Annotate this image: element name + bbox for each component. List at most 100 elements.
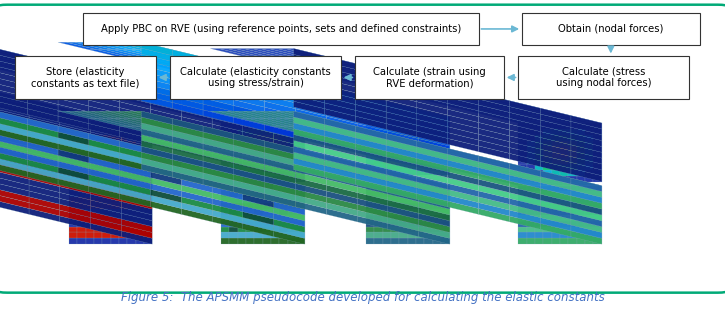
Polygon shape (585, 192, 593, 197)
Polygon shape (119, 147, 128, 153)
Polygon shape (273, 95, 312, 102)
Polygon shape (83, 111, 123, 119)
Polygon shape (560, 197, 568, 203)
Polygon shape (243, 87, 282, 95)
Polygon shape (296, 197, 304, 203)
Polygon shape (388, 137, 418, 150)
Polygon shape (122, 231, 152, 244)
Polygon shape (357, 204, 388, 218)
Polygon shape (326, 156, 357, 169)
Polygon shape (357, 181, 388, 194)
Polygon shape (193, 108, 232, 115)
Polygon shape (593, 123, 602, 129)
Polygon shape (397, 148, 436, 156)
Polygon shape (128, 215, 136, 221)
Polygon shape (357, 192, 388, 206)
Polygon shape (41, 126, 80, 133)
Polygon shape (141, 66, 173, 79)
Polygon shape (384, 141, 423, 148)
Polygon shape (326, 197, 357, 210)
Polygon shape (478, 191, 509, 204)
Polygon shape (167, 64, 206, 72)
Polygon shape (148, 93, 187, 101)
Polygon shape (0, 98, 29, 111)
Polygon shape (147, 50, 186, 57)
Polygon shape (145, 101, 184, 108)
Polygon shape (433, 117, 441, 123)
Polygon shape (29, 185, 60, 198)
Polygon shape (27, 74, 58, 87)
Polygon shape (296, 141, 304, 146)
Polygon shape (349, 95, 388, 102)
Polygon shape (418, 127, 450, 140)
Polygon shape (203, 144, 233, 157)
Polygon shape (388, 200, 418, 213)
Polygon shape (366, 227, 374, 233)
Polygon shape (357, 175, 388, 188)
Polygon shape (102, 176, 110, 182)
Polygon shape (10, 107, 49, 114)
Polygon shape (0, 107, 16, 114)
Polygon shape (0, 117, 27, 130)
Polygon shape (425, 117, 433, 123)
Polygon shape (425, 146, 433, 152)
Polygon shape (262, 123, 271, 129)
Polygon shape (593, 176, 602, 182)
Polygon shape (203, 149, 233, 163)
Polygon shape (374, 117, 383, 123)
Polygon shape (181, 141, 220, 148)
Polygon shape (21, 156, 60, 163)
Polygon shape (526, 238, 535, 244)
Polygon shape (139, 156, 178, 163)
Polygon shape (277, 49, 316, 56)
Polygon shape (110, 147, 119, 153)
Polygon shape (243, 188, 273, 202)
Polygon shape (386, 94, 417, 108)
Polygon shape (418, 225, 450, 238)
Polygon shape (571, 178, 602, 192)
Polygon shape (238, 170, 247, 176)
Polygon shape (249, 119, 289, 126)
Polygon shape (151, 103, 181, 117)
Polygon shape (576, 123, 585, 129)
Polygon shape (120, 182, 151, 195)
Polygon shape (136, 203, 144, 209)
Polygon shape (478, 208, 509, 222)
Polygon shape (468, 163, 507, 171)
Polygon shape (86, 129, 94, 135)
Polygon shape (303, 71, 341, 78)
Polygon shape (319, 71, 358, 78)
Polygon shape (296, 148, 326, 162)
Polygon shape (478, 105, 509, 118)
Polygon shape (280, 152, 288, 158)
Polygon shape (154, 163, 193, 171)
Polygon shape (19, 119, 58, 126)
Polygon shape (251, 87, 290, 95)
Polygon shape (312, 171, 352, 178)
Polygon shape (233, 94, 265, 107)
Polygon shape (141, 72, 173, 85)
Polygon shape (0, 111, 27, 124)
Polygon shape (568, 197, 576, 203)
Polygon shape (388, 223, 418, 237)
Polygon shape (27, 91, 58, 105)
Polygon shape (526, 209, 535, 215)
Polygon shape (324, 56, 355, 69)
Polygon shape (243, 212, 273, 225)
Polygon shape (86, 170, 94, 176)
Polygon shape (374, 192, 383, 197)
Polygon shape (425, 203, 433, 209)
Polygon shape (425, 221, 433, 227)
Polygon shape (386, 186, 417, 199)
Polygon shape (151, 178, 181, 191)
Polygon shape (254, 209, 262, 215)
Polygon shape (238, 197, 247, 203)
Polygon shape (478, 185, 509, 198)
Polygon shape (86, 141, 94, 147)
Polygon shape (173, 148, 203, 161)
Polygon shape (478, 167, 509, 181)
Polygon shape (399, 152, 407, 158)
Polygon shape (254, 192, 262, 197)
FancyBboxPatch shape (518, 56, 689, 99)
Polygon shape (407, 203, 416, 209)
